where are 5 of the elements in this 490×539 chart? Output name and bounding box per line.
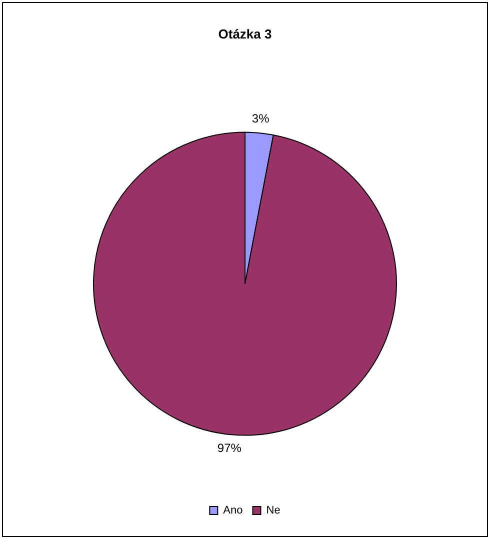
data-label: 3% bbox=[252, 111, 270, 126]
chart-title: Otázka 3 bbox=[218, 26, 272, 42]
legend-label: Ne bbox=[266, 504, 280, 517]
legend-label: Ano bbox=[223, 504, 243, 517]
data-label: 97% bbox=[217, 440, 242, 455]
